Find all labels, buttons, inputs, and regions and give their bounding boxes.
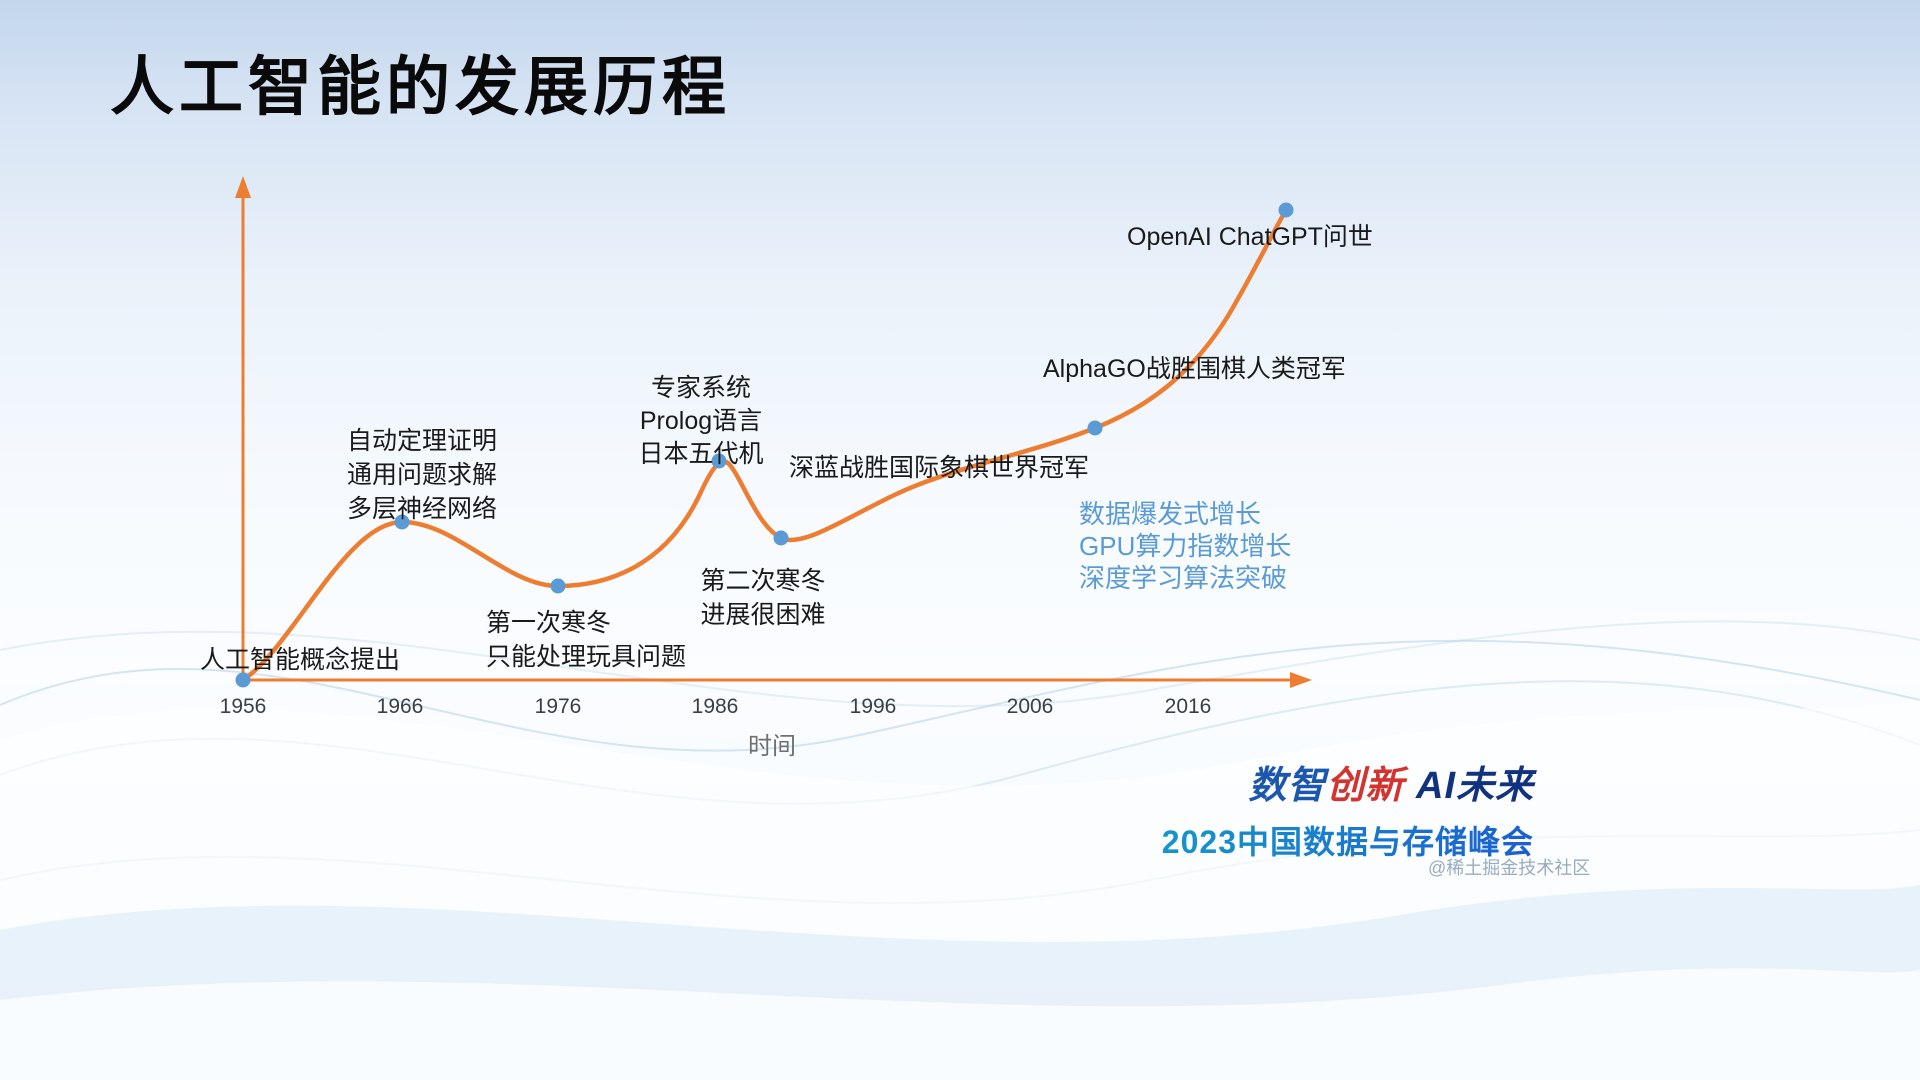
- growth-drivers-text: 数据爆发式增长 GPU算力指数增长 深度学习算法突破: [1079, 498, 1291, 594]
- x-axis-label: 时间: [748, 733, 796, 760]
- annotation-line: 只能处理玩具问题: [486, 643, 687, 671]
- annotation-line: 日本五代机: [638, 440, 764, 468]
- driver-line: GPU算力指数增长: [1079, 531, 1292, 561]
- wave-fill: [0, 885, 1920, 1080]
- annotation-line: AlphaGO战胜围棋人类冠军: [1043, 355, 1346, 383]
- tick-1996: 1996: [849, 695, 897, 718]
- annotation-line: 第二次寒冬: [700, 567, 826, 595]
- wave-fill: [0, 700, 1920, 1080]
- wave-line: [0, 829, 1920, 905]
- tick-1956: 1956: [219, 695, 267, 718]
- annotation-line: 第一次寒冬: [486, 609, 612, 637]
- annotation-line: 深蓝战胜国际象棋世界冠军: [789, 454, 1090, 482]
- tick-1976: 1976: [534, 695, 582, 718]
- footer-branding: 数智创新 AI未来 2023中国数据与存储峰会: [1074, 754, 1534, 863]
- annotation-chatgpt: OpenAI ChatGPT问世: [1127, 220, 1373, 254]
- annotation-line: 多层神经网络: [346, 495, 497, 523]
- tick-1986: 1986: [691, 695, 739, 718]
- watermark: @稀土掘金技术社区: [1428, 858, 1591, 878]
- milestone-dot-alphago: [1087, 420, 1103, 436]
- annotation-line: 进展很困难: [700, 601, 826, 629]
- annotation-concept: 人工智能概念提出: [200, 643, 400, 677]
- logo-text-part2: 创新: [1326, 765, 1405, 807]
- y-axis-arrow-icon: [235, 176, 251, 198]
- milestone-dot-1976: [550, 578, 566, 594]
- annotation-winter2: 第二次寒冬 进展很困难: [663, 564, 863, 632]
- annotation-line: 通用问题求解: [346, 461, 497, 489]
- annotation-line: OpenAI ChatGPT问世: [1127, 223, 1373, 251]
- annotation-winter1: 第一次寒冬 只能处理玩具问题: [486, 606, 686, 674]
- annotation-alphago: AlphaGO战胜围棋人类冠军: [1043, 352, 1346, 386]
- page-title: 人工智能的发展历程: [110, 51, 731, 123]
- x-axis-arrow-icon: [1290, 672, 1312, 688]
- summit-title: 2023中国数据与存储峰会: [1074, 817, 1534, 863]
- logo-text-part3: AI未来: [1404, 765, 1534, 807]
- annotation-line: 专家系统: [650, 374, 751, 402]
- summit-logo: 数智创新 AI未来: [1074, 754, 1534, 809]
- annotation-line: 自动定理证明: [346, 427, 497, 455]
- driver-line: 深度学习算法突破: [1079, 563, 1288, 593]
- wave-line: [0, 680, 1920, 805]
- driver-line: 数据爆发式增长: [1079, 499, 1262, 529]
- logo-text-part1: 数智: [1248, 765, 1327, 807]
- wave-fill: [0, 968, 1920, 1080]
- annotation-boom2: 专家系统 Prolog语言 日本五代机: [601, 372, 801, 471]
- annotation-line: 人工智能概念提出: [200, 646, 401, 674]
- milestone-dot-winter2: [773, 530, 789, 546]
- milestone-dot-chatgpt: [1278, 202, 1294, 218]
- annotation-deepblue: 深蓝战胜国际象棋世界冠军: [789, 451, 1089, 485]
- tick-1966: 1966: [376, 695, 424, 718]
- annotation-line: Prolog语言: [639, 407, 763, 435]
- tick-2016: 2016: [1164, 695, 1212, 718]
- tick-2006: 2006: [1006, 695, 1054, 718]
- annotation-boom1: 自动定理证明 通用问题求解 多层神经网络: [318, 424, 526, 526]
